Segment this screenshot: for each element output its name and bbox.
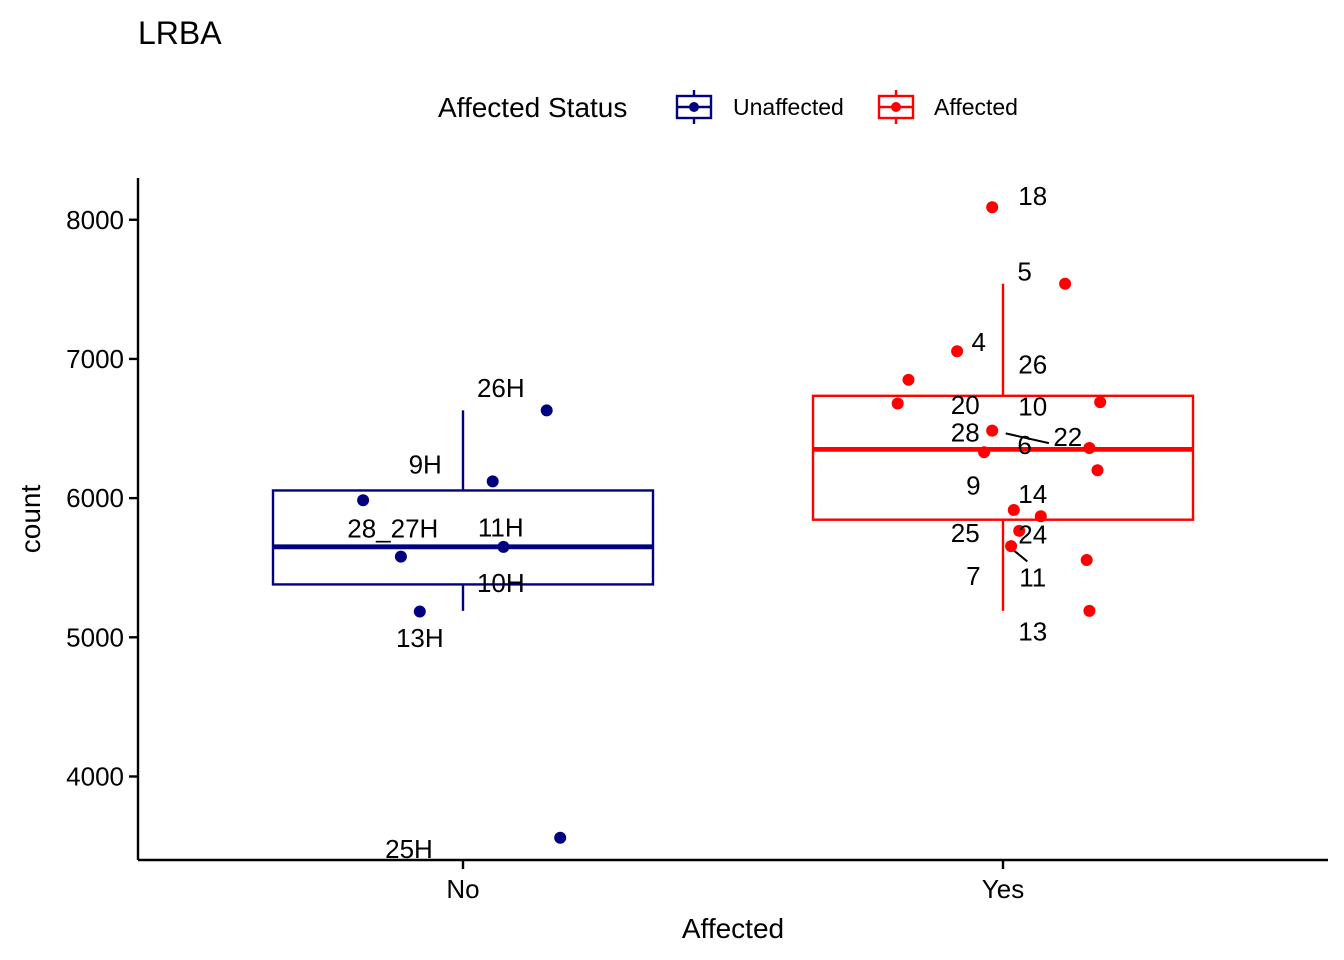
point-label: 10H bbox=[477, 568, 525, 598]
y-tick-label: 8000 bbox=[66, 205, 124, 235]
point-label: 26H bbox=[477, 373, 525, 403]
legend-key-icon bbox=[675, 90, 713, 124]
data-point bbox=[891, 397, 904, 410]
y-tick-label: 7000 bbox=[66, 344, 124, 374]
point-label: 13 bbox=[1018, 617, 1047, 647]
point-label: 25H bbox=[385, 834, 433, 864]
data-point bbox=[951, 345, 964, 358]
data-point bbox=[1083, 604, 1096, 617]
data-point bbox=[902, 373, 915, 386]
legend-key-icon bbox=[877, 90, 915, 124]
data-point bbox=[1005, 540, 1018, 553]
point-label: 4 bbox=[971, 327, 985, 357]
x-axis-label: Affected bbox=[682, 913, 784, 944]
point-label: 5 bbox=[1017, 256, 1031, 286]
y-tick-label: 4000 bbox=[66, 761, 124, 791]
data-point bbox=[554, 831, 567, 844]
point-label: 22 bbox=[1053, 422, 1082, 452]
legend-item-affected: Affected bbox=[877, 90, 1018, 124]
data-point bbox=[978, 446, 991, 459]
data-point bbox=[413, 605, 426, 618]
data-point bbox=[1094, 396, 1107, 409]
series-affected: 18 5 4 26 20 10 28 22 6 9 14 25 24 7 11 13 bbox=[811, 181, 1195, 647]
point-label: 13H bbox=[396, 623, 444, 653]
data-point bbox=[1083, 442, 1096, 455]
series-unaffected: 26H 9H 28_27H 11H 10H 13H 25H bbox=[271, 373, 655, 864]
x-tick-label: No bbox=[446, 874, 479, 904]
y-tick-label: 5000 bbox=[66, 622, 124, 652]
point-label: 18 bbox=[1018, 181, 1047, 211]
point-label: 6 bbox=[1017, 430, 1031, 460]
legend-item-unaffected: Unaffected bbox=[675, 90, 844, 124]
data-point bbox=[986, 201, 999, 214]
data-point bbox=[486, 475, 499, 488]
point-label: 9 bbox=[966, 471, 980, 501]
data-point bbox=[357, 494, 370, 507]
point-label: 26 bbox=[1018, 350, 1047, 380]
y-tick-label: 6000 bbox=[66, 483, 124, 513]
point-label: 28_27H bbox=[347, 514, 438, 544]
data-point bbox=[1034, 510, 1047, 523]
data-point bbox=[1013, 524, 1026, 537]
box bbox=[811, 394, 1195, 521]
axes: 4000 5000 6000 7000 8000 No Yes bbox=[66, 178, 1328, 904]
point-label: 28 bbox=[951, 418, 980, 448]
data-point bbox=[1059, 277, 1072, 290]
data-point bbox=[540, 404, 553, 417]
legend-title: Affected Status bbox=[438, 92, 627, 123]
point-label: 20 bbox=[951, 390, 980, 420]
point-label: 14 bbox=[1018, 479, 1047, 509]
data-point bbox=[1007, 503, 1020, 516]
label-leader-line bbox=[1005, 432, 1050, 445]
point-label: 10 bbox=[1018, 391, 1047, 421]
point-label: 11H bbox=[478, 512, 524, 542]
data-point bbox=[986, 424, 999, 437]
point-label: 25 bbox=[951, 518, 980, 548]
legend: Affected Status Unaffected Affected bbox=[438, 90, 1018, 124]
data-point bbox=[1080, 554, 1093, 567]
y-axis-label: count bbox=[15, 485, 46, 554]
box bbox=[271, 489, 655, 586]
legend-label: Unaffected bbox=[733, 94, 844, 120]
data-point bbox=[497, 540, 510, 553]
point-label: 9H bbox=[409, 450, 442, 480]
chart-title: LRBA bbox=[138, 15, 222, 51]
legend-label: Affected bbox=[934, 94, 1018, 120]
data-point bbox=[394, 550, 407, 563]
point-label: 7 bbox=[966, 561, 980, 591]
x-tick-label: Yes bbox=[982, 874, 1024, 904]
point-label: 24 bbox=[1018, 519, 1047, 549]
data-point bbox=[1091, 464, 1104, 477]
point-label: 11 bbox=[1019, 562, 1046, 592]
